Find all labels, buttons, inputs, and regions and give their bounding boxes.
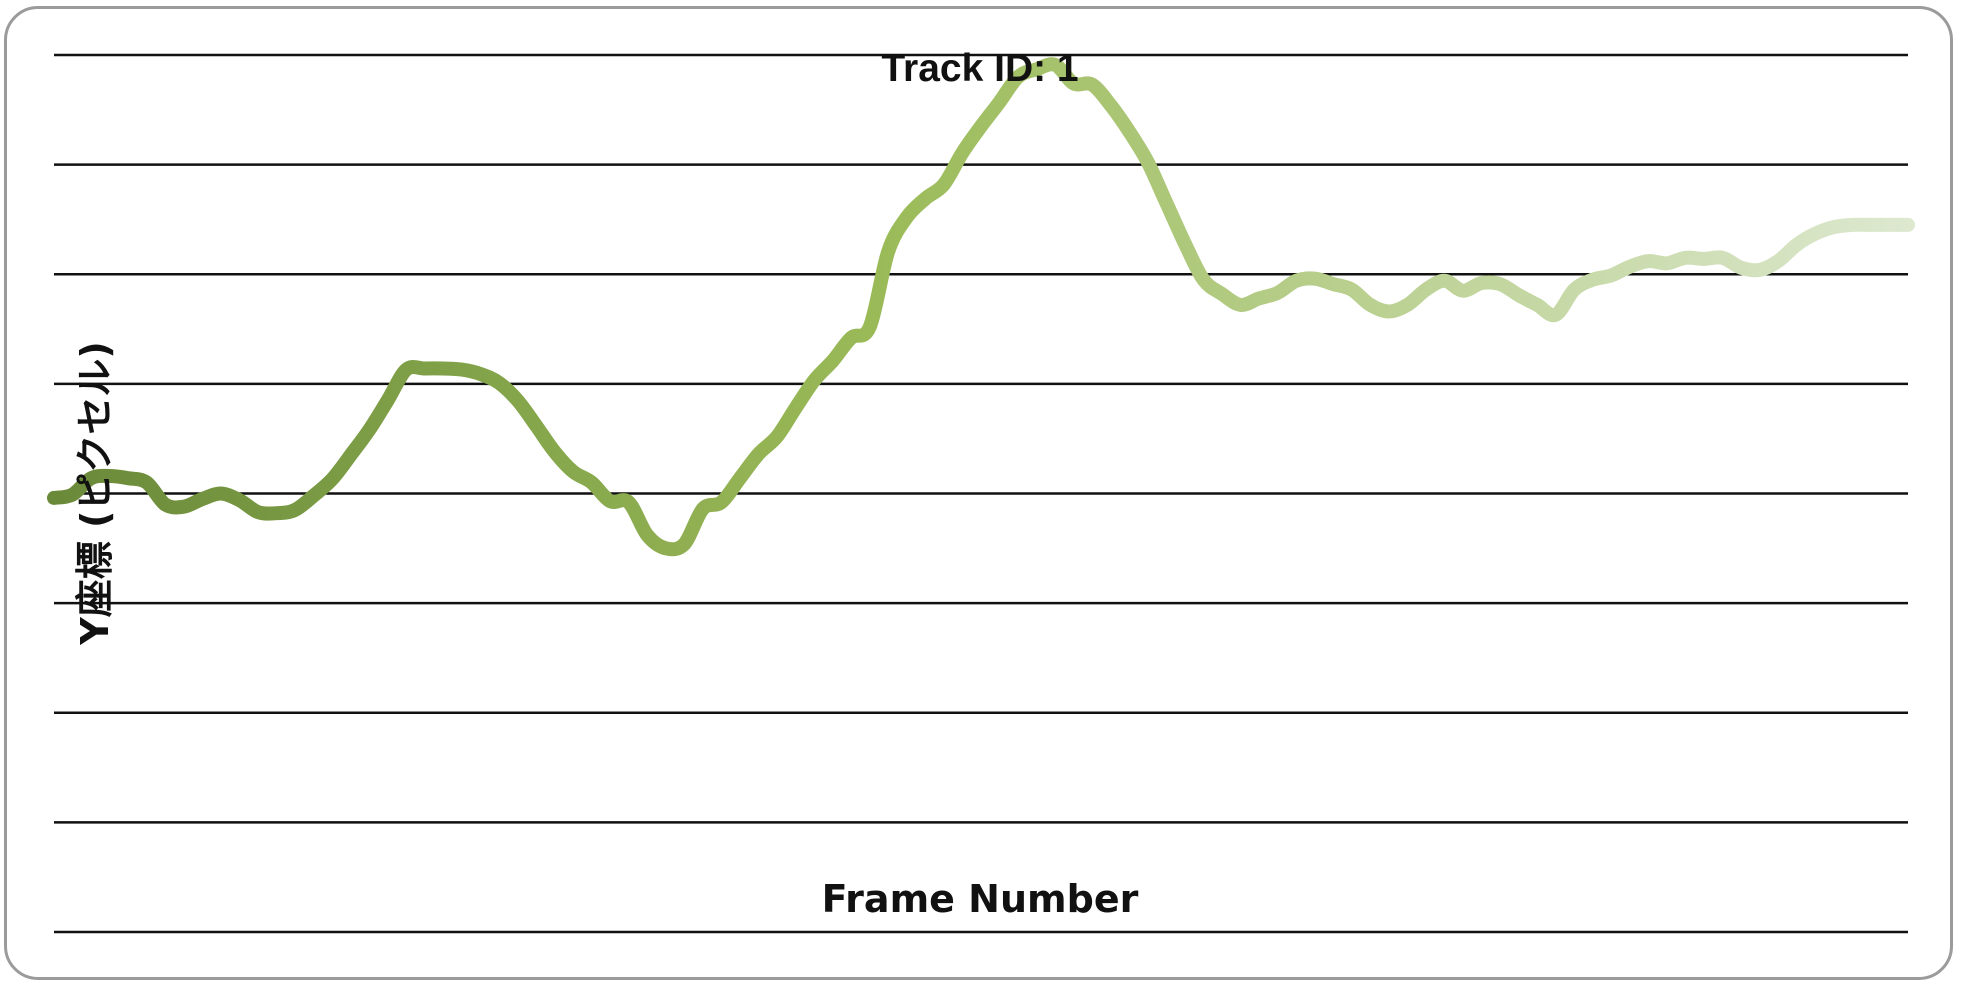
y-axis-label: Y座標 (ピクセル) <box>73 341 117 645</box>
grid-lines <box>54 53 1908 934</box>
series-line <box>47 57 1915 557</box>
chart-title: Track ID: 1 <box>881 47 1078 90</box>
x-axis-label: Frame Number <box>822 877 1139 921</box>
